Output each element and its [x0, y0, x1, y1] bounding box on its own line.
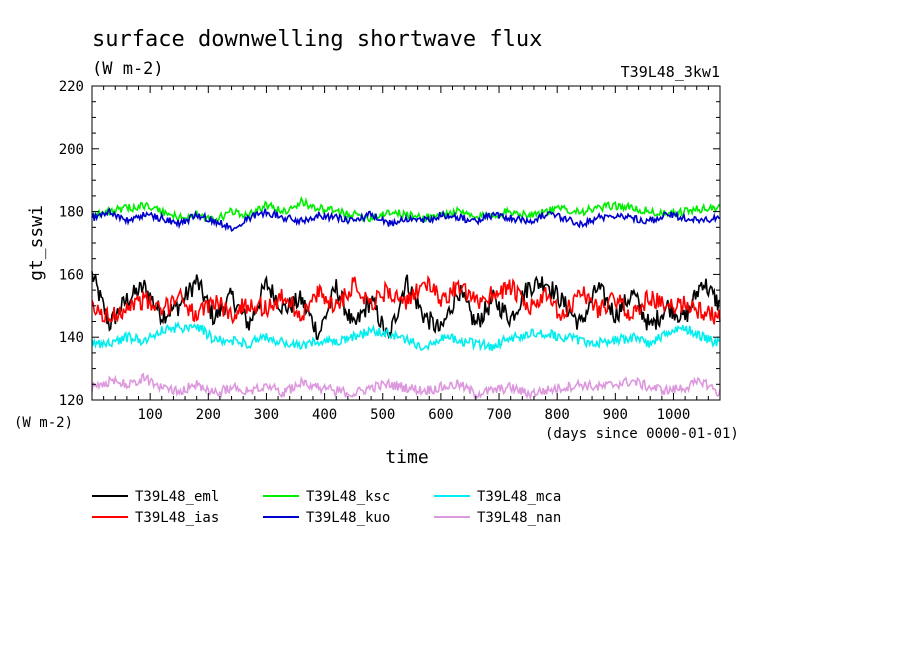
chart-units: (W m-2): [92, 59, 164, 79]
y-unit-label: (W m-2): [14, 415, 73, 431]
plot-lines: [91, 195, 721, 401]
series-line-T39L48_ias: [91, 274, 721, 325]
x-tick-label: 400: [312, 407, 337, 423]
y-tick-label: 120: [59, 393, 84, 409]
series-line-T39L48_mca: [91, 320, 721, 352]
legend-label-T39L48_nan: T39L48_nan: [477, 510, 561, 526]
x-unit-label: (days since 0000-01-01): [545, 426, 739, 442]
y-axis-label: gt_sswi: [26, 205, 47, 281]
plot-frame: [91, 85, 721, 401]
x-tick-label: 500: [370, 407, 395, 423]
legend: T39L48_eml T39L48_ksc T39L48_mca T39L48_ias…: [92, 489, 561, 526]
legend-label-T39L48_kuo: T39L48_kuo: [306, 510, 390, 526]
x-tick-label: 600: [428, 407, 453, 423]
legend-label-T39L48_mca: T39L48_mca: [477, 489, 561, 505]
x-tick-label: 300: [254, 407, 279, 423]
y-tick-label: 140: [59, 330, 84, 346]
x-tick-label: 900: [603, 407, 628, 423]
y-tick-label: 160: [59, 267, 84, 283]
x-tick-label: 800: [545, 407, 570, 423]
run-label: T39L48_3kw1: [621, 63, 720, 81]
y-tick-label: 220: [59, 79, 84, 95]
y-tick-label: 200: [59, 142, 84, 158]
series-line-T39L48_eml: [91, 271, 721, 341]
x-tick-label: 1000: [657, 407, 691, 423]
series-line-T39L48_kuo: [91, 207, 721, 232]
x-tick-label: 100: [137, 407, 162, 423]
legend-label-T39L48_eml: T39L48_eml: [135, 489, 219, 505]
chart-title: surface downwelling shortwave flux: [92, 27, 542, 52]
x-tick-label: 700: [486, 407, 511, 423]
y-tick-label: 180: [59, 205, 84, 221]
legend-label-T39L48_ias: T39L48_ias: [135, 510, 219, 526]
series-line-T39L48_nan: [91, 372, 721, 401]
x-tick-label: 200: [196, 407, 221, 423]
legend-label-T39L48_ksc: T39L48_ksc: [306, 489, 390, 505]
axes: 100 200 300 400 500 600 700 800 900 1000 120 140 160…: [59, 79, 721, 423]
x-axis-label: time: [385, 447, 428, 468]
